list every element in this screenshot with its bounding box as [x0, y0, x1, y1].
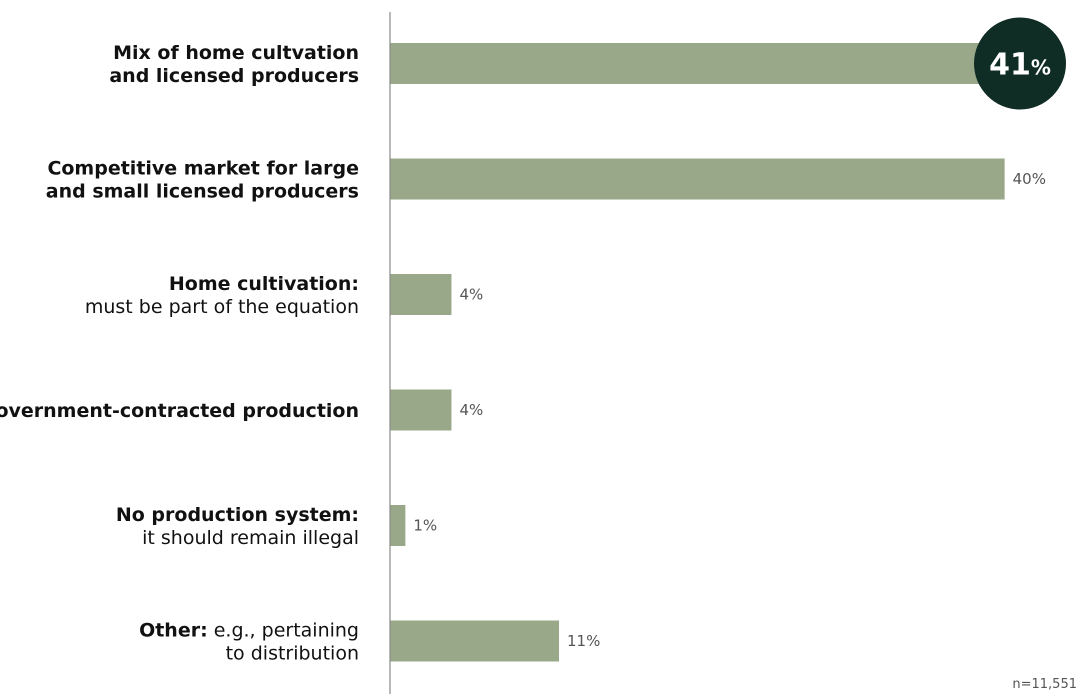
category-label-bold: No production system: [116, 504, 359, 526]
category-label-bold: Competitive market for large [47, 158, 359, 180]
category-label-2: Home cultivation: must be part of the equ… [85, 273, 359, 318]
bar-5 [390, 620, 560, 662]
category-label-5: Other: e.g., pertaining to distribution [139, 620, 359, 665]
category-label-bold: Government-contracted production [0, 400, 359, 422]
category-label-bold: Other: [139, 620, 208, 642]
category-label-1: Competitive market for large and small li… [46, 158, 359, 203]
category-label-normal: e.g., pertaining [208, 620, 359, 642]
category-label-normal: must be part of the equation [85, 296, 359, 318]
category-label-normal: it should remain illegal [142, 527, 359, 549]
value-label-4: 1% [413, 517, 437, 535]
category-label-bold: and small licensed producers [46, 181, 359, 203]
bars-layer [390, 43, 1020, 662]
value-label-1: 40% [1013, 170, 1046, 188]
highlight-badge-suffix: % [1031, 56, 1051, 80]
highlight-badge-number: 41 [989, 48, 1031, 83]
category-label-bold: Home cultivation: [169, 273, 359, 295]
category-label-0: Mix of home cultvation and licensed produ… [109, 42, 359, 87]
bar-4 [390, 505, 406, 546]
category-label-bold: Mix of home cultvation [113, 42, 359, 64]
value-label-5: 11% [567, 632, 600, 650]
value-label-3: 4% [459, 401, 483, 419]
category-label-3: Government-contracted production [0, 400, 359, 422]
bar-0 [390, 43, 1020, 84]
sample-size-footnote: n=11,551 [1012, 677, 1077, 692]
labels-layer: Mix of home cultvation and licensed produ… [0, 42, 1046, 665]
value-label-2: 4% [459, 286, 483, 304]
bar-3 [390, 389, 452, 431]
highlight-badge: 41% [974, 17, 1066, 110]
highlight-badge-circle [974, 17, 1066, 110]
highlight-badge-label: 41% [989, 48, 1051, 83]
category-label-4: No production system: it should remain il… [116, 504, 359, 549]
bar-2 [390, 274, 452, 315]
category-label-bold: and licensed producers [109, 65, 359, 87]
category-label-normal: to distribution [226, 643, 359, 665]
bar-1 [390, 158, 1005, 200]
